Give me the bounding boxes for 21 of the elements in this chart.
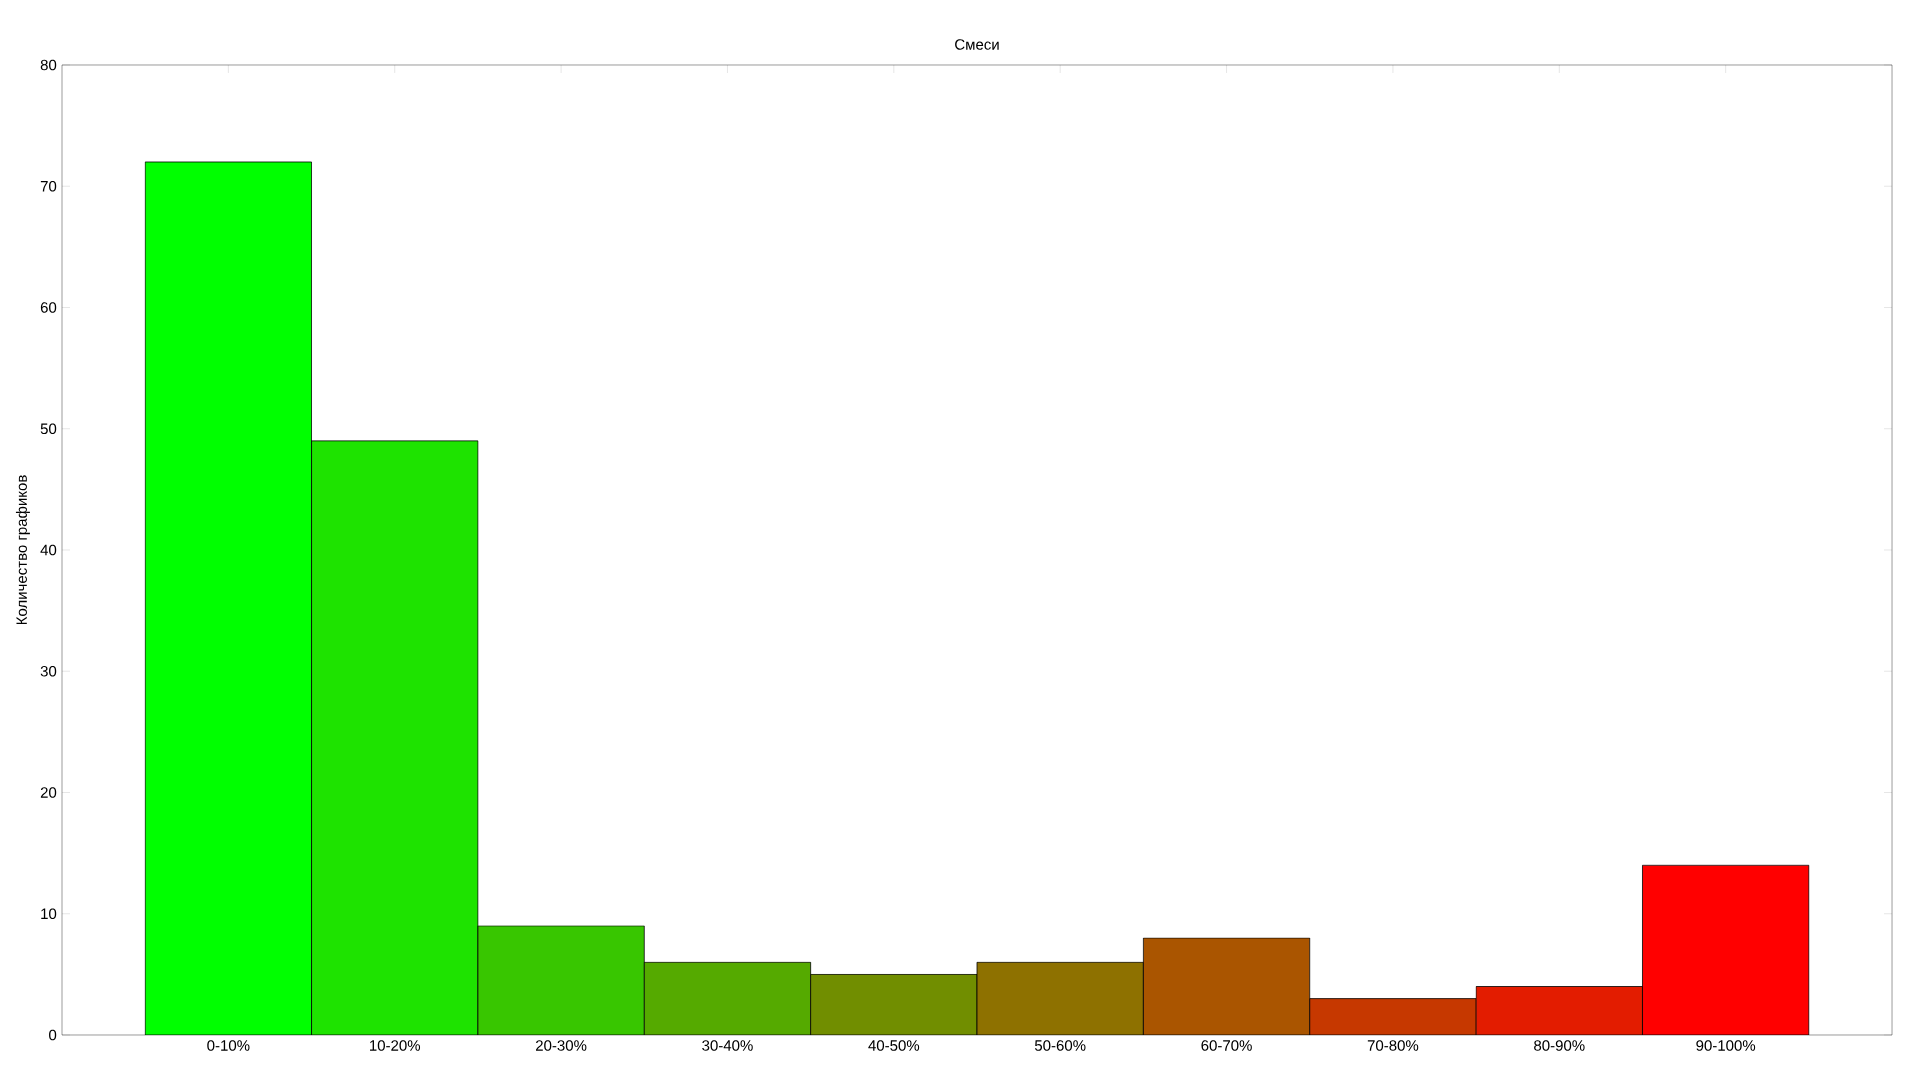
x-tick-label: 40-50%	[868, 1040, 920, 1051]
y-tick-label: 30	[40, 665, 57, 677]
x-tick-label: 70-80%	[1367, 1040, 1419, 1051]
x-tick-label: 20-30%	[536, 1040, 587, 1051]
y-tick-label: 60	[40, 302, 57, 313]
x-tick-label: 50-60%	[1034, 1040, 1086, 1051]
y-tick-label: 0	[49, 1029, 57, 1041]
y-tick-label: 40	[40, 544, 57, 556]
y-tick-label: 50	[40, 423, 57, 435]
x-tick-label: 0-10%	[207, 1040, 250, 1051]
y-axis-title: Количество графиков	[15, 475, 30, 625]
chart-title: Смеси	[955, 39, 999, 50]
x-tick-label: 10-20%	[370, 1040, 421, 1051]
y-tick-label: 70	[40, 180, 57, 192]
x-tick-label: 90-100%	[1696, 1040, 1756, 1051]
y-tick-label: 10	[41, 908, 57, 920]
x-tick-label: 60-70%	[1201, 1040, 1252, 1051]
y-tick-label: 80	[40, 59, 57, 71]
x-tick-label: 80-90%	[1534, 1040, 1585, 1051]
x-tick-label: 30-40%	[702, 1040, 753, 1051]
y-tick-label: 20	[40, 787, 57, 798]
